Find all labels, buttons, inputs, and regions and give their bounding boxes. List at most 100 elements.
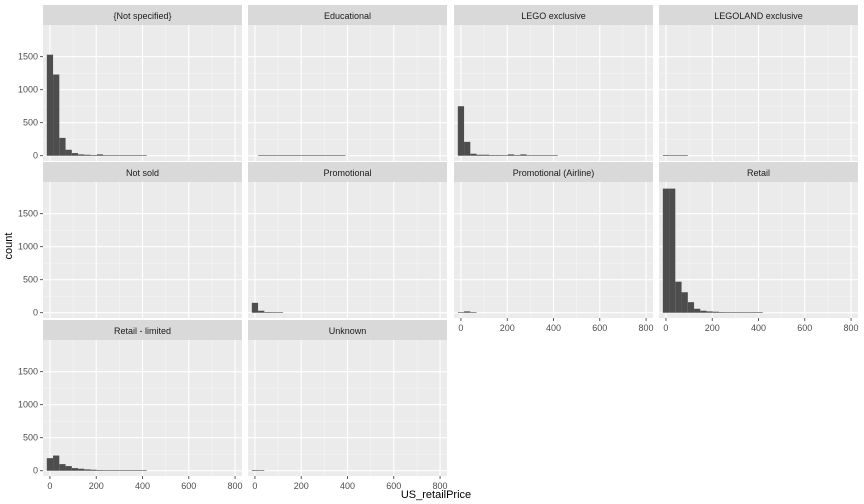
histogram-bar [115,155,122,156]
histogram-bar [694,308,701,313]
x-tick-label: 600 [592,323,607,333]
histogram-bar [712,311,720,313]
histogram-bar [251,302,259,313]
facet-strip [454,5,653,25]
facet-strip-label: LEGO exclusive [521,11,586,21]
histogram-bar [457,312,465,313]
histogram-bar [78,468,85,471]
histogram-bar [295,155,302,156]
x-tick-label: 400 [751,323,766,333]
histogram-bar [46,458,54,471]
histogram-bar [669,155,676,156]
histogram-bar [53,74,60,156]
histogram-bar [551,155,558,156]
histogram-bar [301,155,309,156]
histogram-bar [514,155,521,156]
facet-strip [659,162,858,182]
histogram-bar [59,137,66,156]
histogram-bar [283,155,290,156]
y-tick-label: 500 [23,118,38,128]
histogram-bar [128,470,135,471]
histogram-bar [121,470,129,471]
histogram-bar [258,155,265,156]
histogram-bar [737,312,745,313]
histogram-bar [675,155,682,156]
histogram-bar [109,470,116,471]
histogram-bar [289,155,296,156]
histogram-bar [134,470,141,471]
facet-panel: Promotional (Airline) 0 200 400 600 800 [454,162,654,333]
x-tick-label: 800 [433,481,448,491]
facet-panel: Retail 0 200 400 600 800 [659,162,859,333]
histogram-bar [308,155,315,156]
histogram-bar [128,155,135,156]
histogram-bar [65,466,72,471]
x-axis-title: US_retailPrice [401,489,471,501]
histogram-bar [251,470,259,471]
histogram-bar [90,155,97,156]
histogram-bar [470,153,477,156]
histogram-bar [121,155,129,156]
facet-panel: LEGO exclusive [454,5,653,161]
histogram-bar [520,154,527,156]
x-tick-label: 400 [546,323,561,333]
x-tick-label: 600 [181,481,196,491]
y-tick-label: 0 [33,308,38,318]
histogram-bar [681,155,688,156]
facet-panels: {Not specified} 0 500 1000 1500 Educational LE… [18,5,859,491]
histogram-bar [719,312,726,313]
facet-strip-label: Retail [747,168,770,178]
histogram-bar [507,154,515,156]
y-tick-label: 500 [23,433,38,443]
facet-panel: Retail - limited 0 500 1000 1500 0 200 400 600 80… [18,320,243,491]
histogram-bar [65,149,72,156]
histogram-bar [482,154,490,156]
y-axis-title: count [3,233,15,260]
histogram-bar [470,312,477,313]
y-tick-label: 1000 [18,85,38,95]
facet-panel: Not sold 0 500 1000 1500 [18,162,242,318]
histogram-bar [84,469,91,471]
x-tick-label: 800 [228,481,243,491]
histogram-bar [140,155,147,156]
facet-strip-label: Not sold [126,168,159,178]
histogram-bar [320,155,327,156]
facet-strip [43,162,242,182]
x-tick-label: 800 [639,323,654,333]
histogram-bar [457,106,465,156]
histogram-bar [71,153,79,156]
histogram-bar [669,188,676,313]
x-tick-label: 200 [89,481,104,491]
histogram-bar [495,155,502,156]
histogram-bar [333,155,340,156]
histogram-bar [545,155,552,156]
x-tick-label: 400 [340,481,355,491]
histogram-bar [115,470,122,471]
histogram-bar [339,155,346,156]
facet-strip [248,5,447,25]
histogram-bar [489,155,496,156]
facet-panel: LEGOLAND exclusive [659,5,858,161]
histogram-bar [264,155,271,156]
facet-strip [43,5,242,25]
histogram-bar [103,155,110,156]
histogram-bar [270,312,277,313]
facet-panel: Educational [248,5,447,161]
facet-strip-label: Retail - limited [114,326,171,336]
facet-panel: {Not specified} 0 500 1000 1500 [18,5,242,161]
facet-strip [43,320,242,340]
y-tick-label: 1000 [18,242,38,252]
facet-strip [248,320,447,340]
histogram-bar [90,469,97,471]
x-tick-label: 600 [386,481,401,491]
histogram-bar [71,468,79,471]
histogram-bar [264,312,271,313]
histogram-bar [276,155,284,156]
y-tick-label: 1000 [18,400,38,410]
facet-strip-label: LEGOLAND exclusive [714,11,803,21]
facet-strip [248,162,447,182]
x-tick-label: 200 [294,481,309,491]
histogram-bar [109,155,116,156]
histogram-bar [270,155,277,156]
facet-panel: Unknown 0 200 400 600 800 [248,320,448,491]
